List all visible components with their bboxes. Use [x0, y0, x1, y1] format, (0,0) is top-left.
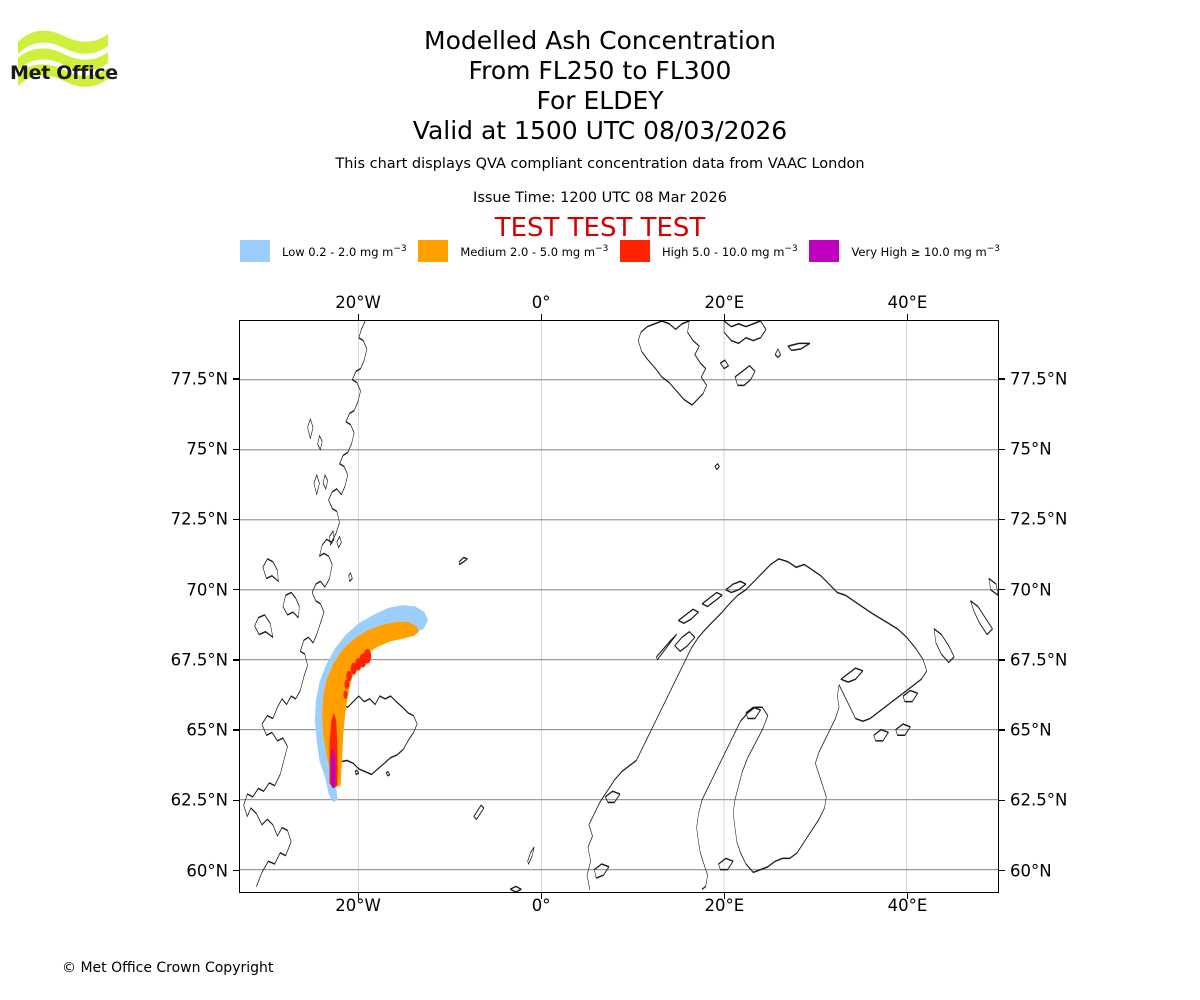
- axis-tick: [723, 314, 726, 320]
- lon-label-bottom-0: 20°W: [335, 896, 381, 915]
- axis-tick: [540, 314, 543, 320]
- map-plot-area: [239, 320, 999, 893]
- axis-tick: [233, 869, 239, 872]
- lat-label-right-5: 72.5°N: [1010, 509, 1068, 529]
- lat-label-left-5: 72.5°N: [170, 509, 228, 529]
- axis-tick: [906, 314, 909, 320]
- axis-tick: [233, 799, 239, 801]
- axis-tick: [233, 588, 239, 591]
- lat-label-left-2: 65°N: [186, 720, 228, 740]
- title-line-3: For ELDEY: [536, 86, 664, 115]
- legend-entry-low: Low 0.2 - 2.0 mg m−3: [240, 240, 407, 262]
- lon-label-top-1: 0°: [531, 293, 551, 312]
- lat-label-left-3: 67.5°N: [170, 650, 228, 670]
- legend-entry-medium: Medium 2.0 - 5.0 mg m−3: [418, 240, 608, 262]
- axis-tick: [999, 588, 1005, 591]
- legend-label-very-high: Very High ≥ 10.0 mg m−3: [851, 243, 1000, 259]
- legend-swatch-medium: [418, 240, 449, 262]
- lat-label-right-6: 75°N: [1010, 439, 1052, 459]
- test-banner: TEST TEST TEST: [494, 213, 706, 243]
- lat-label-left-0: 60°N: [186, 861, 228, 881]
- axis-tick: [999, 448, 1005, 450]
- legend-swatch-low: [240, 240, 270, 262]
- axis-tick: [723, 893, 726, 899]
- axis-tick: [233, 729, 239, 731]
- axis-tick: [906, 893, 909, 899]
- legend-entry-very-high: Very High ≥ 10.0 mg m−3: [809, 240, 1000, 262]
- lat-label-right-2: 65°N: [1010, 720, 1052, 740]
- lon-label-top-0: 20°W: [335, 293, 381, 312]
- axis-tick: [233, 448, 239, 450]
- axis-tick: [357, 314, 359, 320]
- axis-tick: [233, 659, 239, 661]
- lon-label-top-2: 20°E: [704, 293, 745, 312]
- axis-tick: [999, 518, 1005, 521]
- axis-tick: [999, 869, 1005, 872]
- axis-tick: [233, 518, 239, 521]
- legend-label-medium: Medium 2.0 - 5.0 mg m−3: [460, 243, 609, 259]
- lat-label-right-1: 62.5°N: [1010, 790, 1068, 810]
- met-office-logo: [14, 24, 124, 114]
- legend-entry-high: High 5.0 - 10.0 mg m−3: [620, 240, 798, 262]
- legend-swatch-high: [620, 240, 650, 262]
- lon-label-bottom-3: 40°E: [887, 896, 928, 915]
- lat-label-right-3: 67.5°N: [1010, 650, 1068, 670]
- axis-tick: [999, 378, 1005, 380]
- lat-label-right-0: 60°N: [1010, 861, 1052, 881]
- axis-tick: [999, 729, 1005, 731]
- title-line-4: Valid at 1500 UTC 08/03/2026: [412, 116, 788, 145]
- lat-label-left-6: 75°N: [186, 439, 228, 459]
- issue-time-label: Issue Time: 1200 UTC 08 Mar 2026: [473, 190, 727, 206]
- copyright-footer: © Met Office Crown Copyright: [62, 960, 274, 976]
- axis-tick: [233, 378, 239, 380]
- lat-label-right-4: 70°N: [1010, 580, 1052, 600]
- axis-tick: [999, 799, 1005, 801]
- legend-label-high: High 5.0 - 10.0 mg m−3: [662, 243, 798, 259]
- page-title: Modelled Ash Concentration From FL250 to…: [0, 26, 1200, 146]
- lat-label-left-7: 77.5°N: [170, 369, 228, 389]
- axis-tick: [357, 893, 359, 899]
- legend-swatch-very-high: [809, 240, 840, 262]
- lat-label-left-4: 70°N: [186, 580, 228, 600]
- lon-label-top-3: 40°E: [887, 293, 928, 312]
- concentration-legend: Low 0.2 - 2.0 mg m−3 Medium 2.0 - 5.0 mg …: [240, 238, 1000, 264]
- lat-label-left-1: 62.5°N: [170, 790, 228, 810]
- lat-label-right-7: 77.5°N: [1010, 369, 1068, 389]
- legend-label-low: Low 0.2 - 2.0 mg m−3: [282, 243, 407, 259]
- title-line-2: From FL250 to FL300: [468, 56, 732, 85]
- lon-label-bottom-1: 0°: [531, 896, 551, 915]
- axis-tick: [999, 659, 1005, 661]
- title-line-1: Modelled Ash Concentration: [424, 26, 776, 55]
- axis-tick: [540, 893, 543, 899]
- qva-compliance-note: This chart displays QVA compliant concen…: [335, 156, 865, 172]
- lon-label-bottom-2: 20°E: [704, 896, 745, 915]
- met-office-wordmark: Met Office: [10, 62, 118, 84]
